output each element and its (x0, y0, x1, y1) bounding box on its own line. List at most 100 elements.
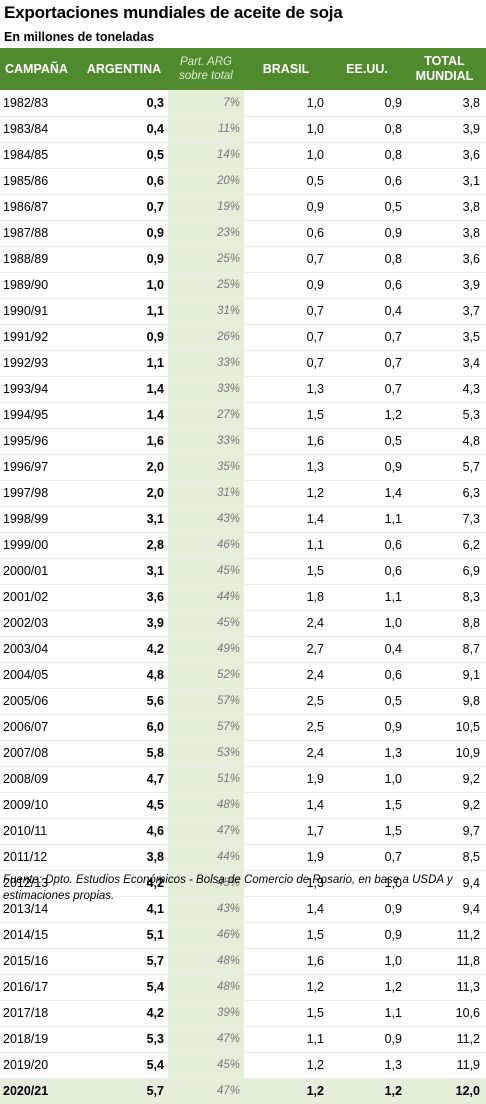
cell-argentina: 5,4 (80, 1052, 168, 1079)
cell-campana: 2018/19 (0, 1026, 80, 1053)
cell-campana: 1989/90 (0, 272, 80, 299)
cell-campana: 2015/16 (0, 948, 80, 975)
cell-eeuu: 0,8 (328, 246, 406, 273)
cell-argentina: 5,4 (80, 974, 168, 1001)
cell-eeuu: 0,8 (328, 116, 406, 143)
cell-brasil: 1,1 (244, 1026, 328, 1053)
table-row: 1995/96 1,6 33% 1,6 0,5 4,8 (0, 428, 486, 455)
table-row: 1996/97 2,0 35% 1,3 0,9 5,7 (0, 454, 486, 481)
cell-total: 3,9 (406, 116, 486, 143)
cell-part-arg: 47% (168, 1026, 244, 1053)
cell-brasil: 1,3 (244, 454, 328, 481)
cell-campana: 2016/17 (0, 974, 80, 1001)
cell-campana: 2010/11 (0, 818, 80, 845)
header-brasil: BRASIL (262, 62, 310, 76)
cell-argentina: 0,9 (80, 246, 168, 273)
cell-argentina: 3,8 (80, 844, 168, 871)
cell-campana: 1995/96 (0, 428, 80, 455)
table-row: 1999/00 2,8 46% 1,1 0,6 6,2 (0, 532, 486, 559)
cell-part-arg: 53% (168, 740, 244, 767)
cell-argentina: 5,1 (80, 922, 168, 949)
cell-argentina: 3,9 (80, 610, 168, 637)
cell-eeuu: 0,9 (328, 90, 406, 117)
cell-brasil: 1,3 (244, 870, 328, 897)
cell-brasil: 0,5 (244, 168, 328, 195)
cell-brasil: 0,9 (244, 194, 328, 221)
cell-campana: 2011/12 (0, 844, 80, 871)
table-row: 2014/15 5,1 46% 1,5 0,9 11,2 (0, 922, 486, 949)
table-row: 1992/93 1,1 33% 0,7 0,7 3,4 (0, 350, 486, 377)
cell-part-arg: 39% (168, 1000, 244, 1027)
cell-total: 4,8 (406, 428, 486, 455)
cell-brasil: 0,7 (244, 350, 328, 377)
source-note: Fuente: Dpto. Estudios Económicos - Bols… (3, 874, 453, 902)
cell-campana: 1996/97 (0, 454, 80, 481)
cell-part-arg: 45% (168, 558, 244, 585)
cell-part-arg: 25% (168, 272, 244, 299)
cell-eeuu: 0,7 (328, 376, 406, 403)
cell-brasil: 1,5 (244, 922, 328, 949)
cell-campana: 2012/13 (0, 870, 80, 897)
cell-part-arg: 51% (168, 766, 244, 793)
cell-argentina: 0,5 (80, 142, 168, 169)
table-row: 2002/03 3,9 45% 2,4 1,0 8,8 (0, 610, 486, 637)
header-part-line2: sobre total (179, 70, 233, 82)
cell-argentina: 4,8 (80, 662, 168, 689)
cell-brasil: 1,2 (244, 480, 328, 507)
cell-argentina: 4,2 (80, 870, 168, 897)
cell-part-arg: 26% (168, 324, 244, 351)
cell-brasil: 2,7 (244, 636, 328, 663)
cell-part-arg: 25% (168, 246, 244, 273)
cell-eeuu: 0,7 (328, 324, 406, 351)
cell-argentina: 1,4 (80, 376, 168, 403)
table-row: 1985/86 0,6 20% 0,5 0,6 3,1 (0, 168, 486, 195)
cell-total: 3,8 (406, 194, 486, 221)
cell-total: 9,4 (406, 870, 486, 897)
cell-part-arg: 45% (168, 870, 244, 897)
cell-argentina: 0,9 (80, 220, 168, 247)
cell-eeuu: 0,4 (328, 636, 406, 663)
cell-argentina: 4,7 (80, 766, 168, 793)
header-eeuu: EE.UU. (346, 62, 388, 76)
table-row: 2001/02 3,6 44% 1,8 1,1 8,3 (0, 584, 486, 611)
cell-eeuu: 0,6 (328, 532, 406, 559)
cell-campana: 1986/87 (0, 194, 80, 221)
cell-total: 3,7 (406, 298, 486, 325)
cell-part-arg: 33% (168, 376, 244, 403)
cell-campana: 2006/07 (0, 714, 80, 741)
cell-eeuu: 1,2 (328, 974, 406, 1001)
cell-total: 4,3 (406, 376, 486, 403)
table-body: 1982/83 0,3 7% 1,0 0,9 3,8 1983/84 0,4 11% 1,0 0,8… (0, 90, 486, 1104)
cell-campana: 2003/04 (0, 636, 80, 663)
cell-part-arg: 48% (168, 974, 244, 1001)
cell-brasil: 1,0 (244, 142, 328, 169)
cell-eeuu: 0,4 (328, 298, 406, 325)
cell-eeuu: 1,1 (328, 584, 406, 611)
cell-part-arg: 19% (168, 194, 244, 221)
table-row: 2012/13 4,2 45% 1,3 1,0 9,4 (0, 870, 486, 897)
cell-total: 8,7 (406, 636, 486, 663)
header-total-line2: MUNDIAL (415, 69, 474, 83)
cell-total: 11,8 (406, 948, 486, 975)
cell-part-arg: 20% (168, 168, 244, 195)
cell-part-arg: 52% (168, 662, 244, 689)
table-row: 1988/89 0,9 25% 0,7 0,8 3,6 (0, 246, 486, 273)
cell-part-arg: 45% (168, 610, 244, 637)
cell-part-arg: 31% (168, 480, 244, 507)
cell-campana: 1991/92 (0, 324, 80, 351)
cell-total: 3,6 (406, 142, 486, 169)
cell-argentina: 5,6 (80, 688, 168, 715)
table-row: 1986/87 0,7 19% 0,9 0,5 3,8 (0, 194, 486, 221)
cell-argentina: 4,5 (80, 792, 168, 819)
cell-argentina: 3,1 (80, 558, 168, 585)
cell-part-arg: 47% (168, 1078, 244, 1104)
cell-argentina: 0,6 (80, 168, 168, 195)
cell-part-arg: 57% (168, 688, 244, 715)
cell-eeuu: 1,4 (328, 480, 406, 507)
cell-brasil: 1,2 (306, 1084, 324, 1099)
cell-total: 3,9 (406, 272, 486, 299)
cell-brasil: 0,7 (244, 324, 328, 351)
cell-total: 9,1 (406, 662, 486, 689)
cell-total: 3,8 (406, 220, 486, 247)
cell-campana: 1994/95 (0, 402, 80, 429)
